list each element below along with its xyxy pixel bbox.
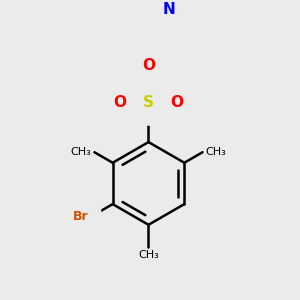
Text: CH₃: CH₃	[206, 147, 226, 157]
Text: O: O	[113, 95, 126, 110]
Text: O: O	[142, 58, 155, 73]
Text: N: N	[162, 2, 175, 16]
Text: CH₃: CH₃	[138, 250, 159, 260]
Text: CH₃: CH₃	[71, 147, 92, 157]
Text: Br: Br	[73, 210, 89, 223]
Text: O: O	[171, 95, 184, 110]
Text: S: S	[143, 95, 154, 110]
